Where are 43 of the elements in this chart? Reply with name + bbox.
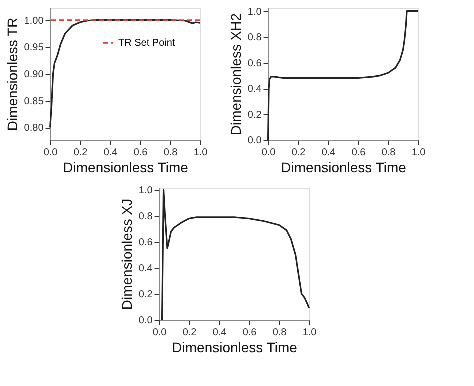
legend-label: TR Set Point [118,38,176,50]
x-tick-label: 0.4 [322,148,336,158]
y-axis-title: Dimensionless XJ [118,198,135,310]
y-tick-label: 1.0 [138,186,154,197]
x-tick-label: 0.8 [382,148,396,158]
y-tick-label: 1.0 [248,6,262,18]
x-tick-label: 0.8 [272,328,288,338]
y-tick-label: 0.80 [24,123,44,134]
y-tick-label: 0.6 [248,58,262,70]
x-tick-label: 0.8 [164,148,178,158]
x-tick-label: 0.6 [352,148,366,158]
y-tick-label: 0.0 [248,136,262,146]
x-tick-label: 0.0 [262,148,276,158]
y-axis-title: Dimensionless TR [4,18,20,132]
y-tick-label: 0.8 [248,32,262,44]
y-tick-label: 0.95 [24,42,44,54]
x-axis-title: Dimensionless Time [281,160,407,176]
y-tick-label: 1.00 [24,16,44,27]
line-series [161,189,310,321]
line-series [267,10,420,141]
y-tick-label: 0.85 [24,96,44,108]
x-axis-title: Dimensionless Time [172,340,298,356]
x-tick-label: 0.4 [212,328,228,338]
line-series [49,20,202,128]
x-tick-label: 0.0 [152,328,168,338]
x-tick-label: 0.2 [292,148,306,158]
y-tick-label: 0.2 [248,110,262,121]
y-tick-label: 0.6 [138,238,154,249]
y-tick-label: 0.8 [138,212,154,223]
y-tick-label: 0.90 [24,70,44,80]
x-tick-label: 1.0 [194,148,208,158]
x-axis-title: Dimensionless Time [63,160,189,176]
x-tick-label: 0.2 [74,148,88,158]
y-tick-label: 0.0 [138,316,154,326]
y-tick-label: 0.2 [138,290,154,301]
x-tick-label: 1.0 [412,148,426,158]
y-tick-label: 0.4 [138,264,154,275]
x-tick-label: 0.4 [104,148,118,158]
y-axis-title: Dimensionless XH2 [228,13,244,136]
y-tick-label: 0.4 [248,84,262,96]
x-tick-label: 0.2 [182,328,198,338]
x-tick-label: 0.0 [44,148,58,158]
x-tick-label: 1.0 [302,328,318,338]
